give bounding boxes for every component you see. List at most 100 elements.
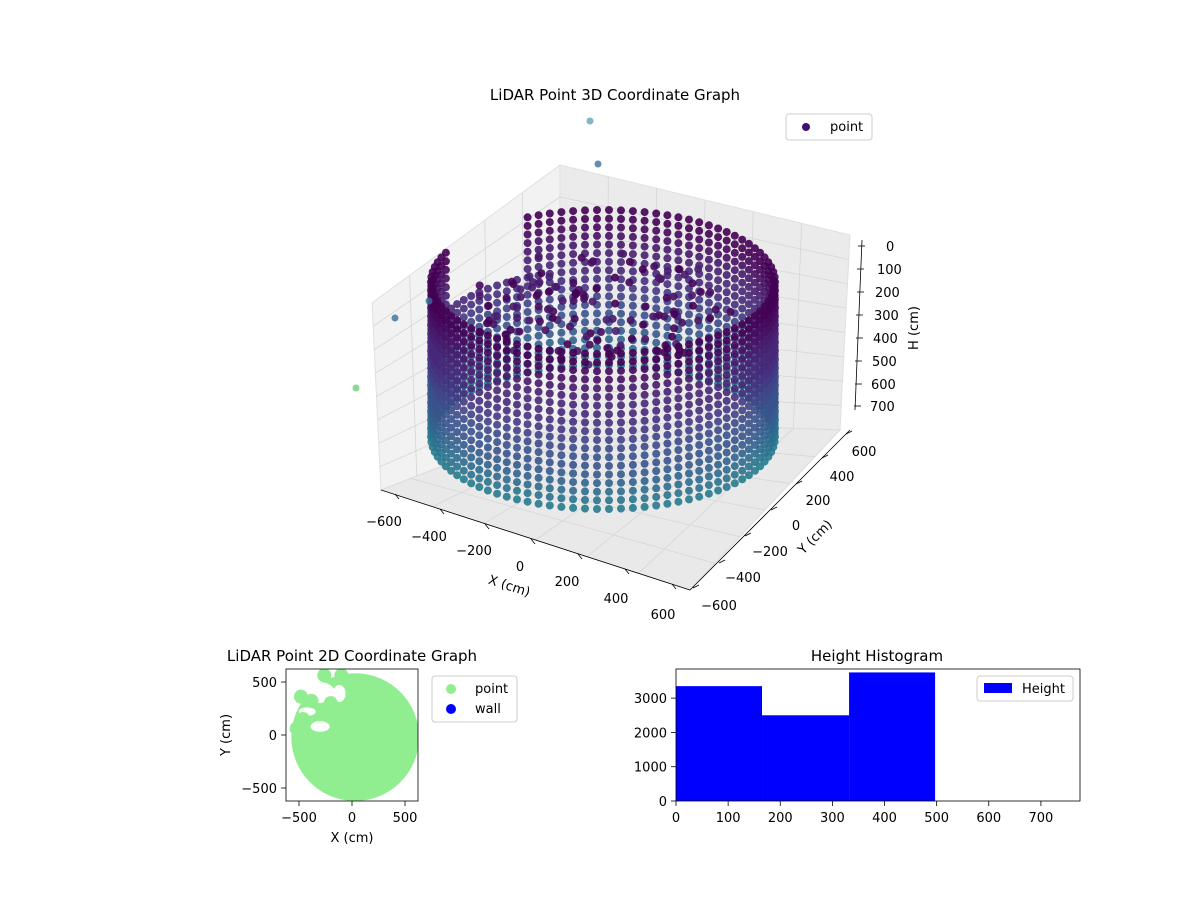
- cloud-point: [557, 425, 566, 434]
- cloud-point: [674, 394, 683, 403]
- cloud-point: [652, 304, 661, 313]
- cloud-point: [738, 278, 747, 287]
- cloud-point: [502, 389, 511, 398]
- cloud-point: [571, 290, 580, 299]
- x2d-tick-label: 0: [348, 811, 356, 826]
- cloud-point: [523, 342, 532, 351]
- y-axis-line: [689, 429, 851, 591]
- cloud-point: [685, 495, 693, 504]
- scatter-2d-series-point: [289, 669, 418, 801]
- cloud-point: [483, 452, 492, 461]
- cloud-point: [750, 320, 759, 329]
- cloud-point: [652, 338, 661, 347]
- y-ticks-2d: 500 0 −500 Y (cm): [219, 676, 286, 797]
- cloud-point: [493, 446, 502, 455]
- cloud-point: [453, 367, 462, 376]
- cloud-point: [552, 282, 561, 291]
- cloud-point: [467, 384, 476, 393]
- cloud-point: [704, 455, 713, 464]
- cloud-point: [689, 301, 697, 310]
- cloud-point: [605, 249, 613, 258]
- cloud-point: [581, 206, 589, 215]
- cloud-point: [545, 372, 554, 381]
- cloud-point: [628, 400, 637, 409]
- cloud-point: [674, 437, 683, 446]
- cloud-point: [545, 272, 554, 281]
- cloud-point: [674, 282, 683, 291]
- cloud-point: [605, 410, 613, 419]
- cloud-point: [744, 274, 753, 283]
- cloud-point: [641, 302, 650, 311]
- cloud-point: [534, 362, 543, 370]
- cloud-point: [678, 318, 687, 327]
- cloud-point: [513, 478, 521, 487]
- cloud-point: [704, 377, 713, 386]
- cloud-point: [628, 267, 637, 276]
- cloud-point: [447, 458, 456, 467]
- cloud-point: [475, 305, 484, 314]
- cloud-point: [722, 371, 731, 380]
- cloud-point: [459, 389, 468, 398]
- cloud-point: [534, 252, 543, 261]
- cloud-point: [685, 400, 693, 409]
- cloud-point: [685, 224, 693, 233]
- cloud-point: [695, 226, 704, 235]
- cloud-point: [447, 466, 456, 475]
- cloud-point: [674, 299, 683, 308]
- cloud-point: [593, 384, 601, 393]
- cloud-point: [617, 275, 625, 284]
- cloud-point: [605, 505, 613, 513]
- cloud-point: [722, 388, 731, 397]
- cloud-point: [738, 458, 747, 467]
- cloud-point: [453, 462, 462, 471]
- cloud-point: [545, 492, 554, 501]
- cloud-point: [685, 310, 693, 319]
- cloud-point: [493, 395, 502, 403]
- cloud-point: [750, 397, 759, 406]
- cloud-point: [617, 470, 625, 479]
- cloud-point: [730, 350, 739, 359]
- cloud-point: [545, 218, 554, 227]
- cloud-point: [652, 321, 661, 330]
- cloud-point: [685, 340, 693, 349]
- cloud-point: [694, 316, 703, 325]
- cloud-point: [695, 363, 704, 372]
- cloud-point: [685, 215, 693, 224]
- cloud-point: [475, 328, 484, 336]
- cloud-point: [695, 432, 704, 441]
- cloud-point: [628, 284, 637, 293]
- cloud-point: [663, 482, 672, 491]
- cloud-point: [722, 253, 731, 262]
- cloud-point: [475, 440, 484, 448]
- cloud-point: [545, 244, 554, 252]
- cloud-point: [557, 399, 566, 408]
- cloud-point: [593, 231, 601, 240]
- cloud-point: [516, 293, 525, 301]
- cloud-point: [730, 393, 739, 402]
- cloud-point: [545, 432, 554, 441]
- cloud-point: [467, 470, 476, 479]
- cloud-point: [652, 380, 661, 389]
- cloud-point: [484, 301, 493, 310]
- cloud-point: [704, 360, 713, 369]
- chart-3d-title: LiDAR Point 3D Coordinate Graph: [490, 86, 740, 104]
- y2d-tick-label: −500: [241, 782, 277, 797]
- cloud-point: [738, 304, 747, 313]
- cloud-point: [730, 266, 739, 275]
- cloud-point: [569, 409, 578, 418]
- cloud-point: [581, 358, 589, 367]
- cloud-point: [593, 240, 601, 249]
- cloud-point: [581, 496, 589, 504]
- cloud-point: [569, 383, 578, 392]
- cloud-point: [581, 444, 589, 453]
- cloud-point: [569, 460, 578, 469]
- cloud-point: [695, 389, 704, 398]
- cloud-point: [674, 480, 683, 489]
- cloud-point: [685, 319, 693, 327]
- cloud-point: [502, 432, 511, 441]
- cloud-point: [617, 232, 625, 241]
- cloud-point: [662, 293, 671, 302]
- cloud-point: [581, 275, 589, 284]
- cloud-point: [695, 330, 704, 339]
